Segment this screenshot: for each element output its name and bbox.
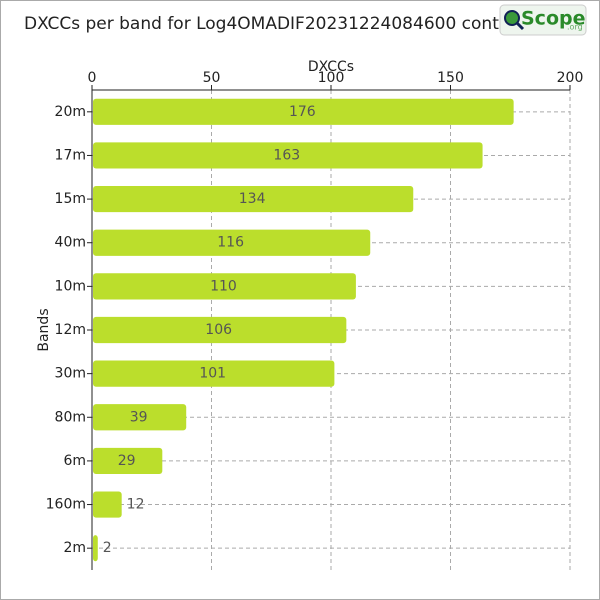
data-label: 134: [239, 191, 266, 207]
data-label: 39: [130, 409, 148, 425]
bar: [93, 360, 335, 387]
y-tick-label: 12m: [55, 322, 86, 338]
logo-text: Scope: [521, 8, 586, 30]
y-tick-label: 80m: [55, 409, 86, 425]
data-label: 106: [205, 322, 232, 338]
x-tick-label: 50: [203, 70, 221, 86]
y-tick-label: 160m: [46, 497, 86, 513]
bar: [93, 447, 163, 474]
bar: [93, 142, 483, 169]
data-label: 176: [289, 104, 316, 120]
data-label: 163: [273, 147, 300, 163]
bar: [93, 273, 356, 300]
x-axis-label: DXCCs: [308, 59, 354, 75]
y-tick-label: 6m: [63, 453, 86, 469]
bar: [93, 404, 187, 431]
bar: [93, 98, 514, 125]
x-tick-label: 100: [318, 70, 345, 86]
x-tick-label: 200: [557, 70, 584, 86]
data-label: 101: [199, 366, 226, 382]
y-tick-label: 10m: [55, 278, 86, 294]
data-label: 110: [210, 278, 237, 294]
y-tick-label: 20m: [55, 104, 86, 120]
y-tick-label: 40m: [55, 235, 86, 251]
logo-suffix: .org: [567, 23, 583, 32]
data-label: 116: [217, 235, 244, 251]
y-tick-label: 2m: [63, 540, 86, 556]
data-label: 2: [103, 540, 112, 556]
bar: [93, 535, 98, 562]
data-label: 29: [118, 453, 136, 469]
logo-icon: [515, 21, 525, 31]
chart-title: DXCCs per band for Log4OMADIF20231224084…: [24, 14, 546, 34]
bar: [93, 229, 371, 256]
logo-icon: [504, 10, 520, 26]
logo: Scope .org: [499, 4, 587, 36]
y-tick-label: 17m: [55, 147, 86, 163]
y-tick-label: 30m: [55, 366, 86, 382]
bar: [93, 491, 122, 518]
bar: [93, 186, 414, 213]
data-label: 12: [127, 497, 145, 513]
x-tick-label: 0: [88, 70, 97, 86]
x-tick-label: 150: [437, 70, 464, 86]
bar: [93, 316, 347, 344]
y-tick-label: 15m: [55, 191, 86, 207]
y-axis-label: Bands: [36, 308, 52, 351]
